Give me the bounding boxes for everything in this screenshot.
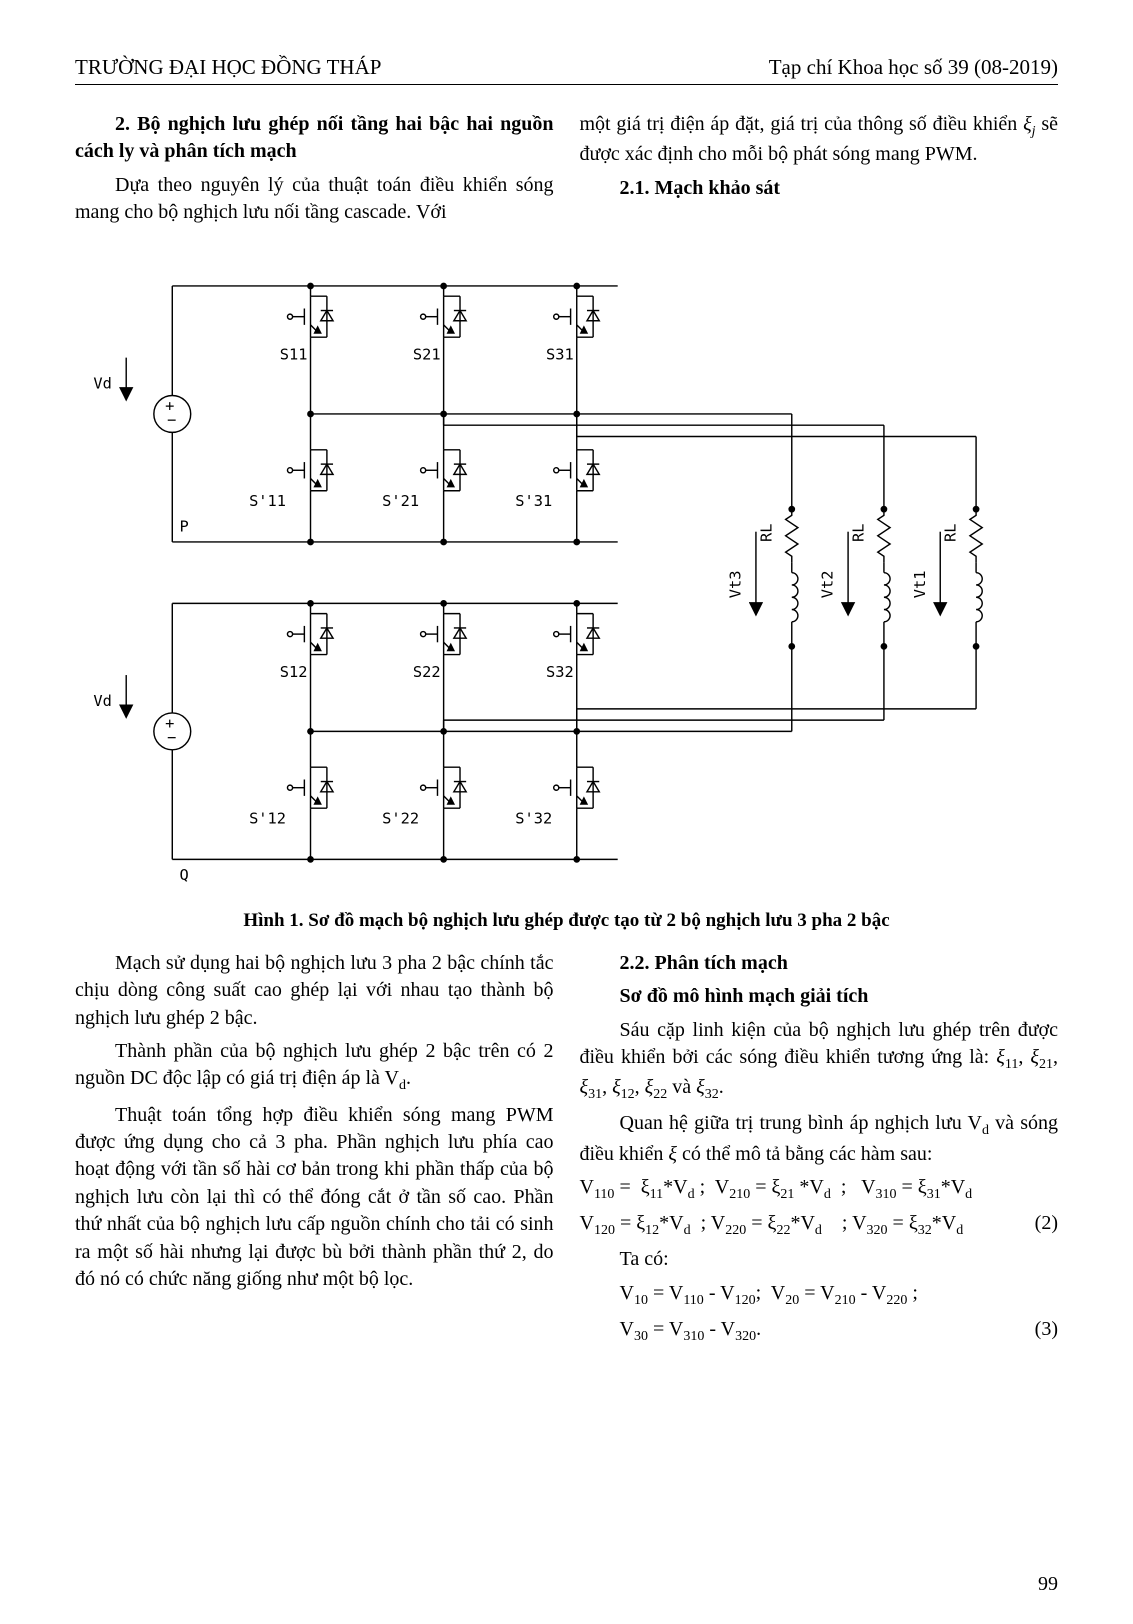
top-right-col: một giá trị điện áp đặt, giá trị của thô… (580, 111, 1059, 233)
symbol-xi: ξ (696, 1076, 705, 1098)
top-columns: 2. Bộ nghịch lưu ghép nối tầng hai bậc h… (75, 111, 1058, 233)
text-sub: 12 (621, 1087, 635, 1102)
symbol-xi: ξ (668, 1143, 677, 1165)
running-head-right: Tạp chí Khoa học số 39 (08-2019) (769, 55, 1058, 80)
svg-text:Q: Q (179, 865, 188, 883)
svg-text:S12: S12 (280, 663, 308, 681)
para-top-right-1: một giá trị điện áp đặt, giá trị của thô… (580, 111, 1059, 169)
running-head-left: TRƯỜNG ĐẠI HỌC ĐỒNG THÁP (75, 55, 381, 80)
text-fragment: . (406, 1067, 411, 1089)
equation-3-line1: V10 = V110 - V120; V20 = V210 - V220 ; (580, 1280, 1059, 1310)
text-sub: 21 (1039, 1057, 1053, 1072)
text-sub: 11 (1005, 1057, 1018, 1072)
subsection-heading: Sơ đồ mô hình mạch giải tích (580, 983, 1059, 1010)
text-sub: 31 (588, 1087, 602, 1102)
circuit-diagram-svg: + − Vd P S11 S'11 (75, 245, 1058, 900)
text-sub: 32 (705, 1087, 719, 1102)
section-heading-2: 2. Bộ nghịch lưu ghép nối tầng hai bậc h… (75, 111, 554, 166)
equation-2-line1: V110 = ξ11*Vd ; V210 = ξ21 *Vd ; V310 = … (580, 1174, 1059, 1204)
para-bl-1: Mạch sử dụng hai bộ nghịch lưu 3 pha 2 b… (75, 950, 554, 1032)
symbol-xi: ξ (612, 1076, 621, 1098)
svg-text:Vt1: Vt1 (911, 570, 929, 598)
header-rule (75, 84, 1058, 85)
equation-number-3: (3) (1035, 1316, 1058, 1343)
equation-number-2: (2) (1035, 1210, 1058, 1237)
page-number: 99 (1038, 1573, 1058, 1596)
svg-text:S21: S21 (413, 345, 441, 363)
svg-text:S11: S11 (280, 345, 308, 363)
para-bl-3: Thuật toán tổng hợp điều khiển sóng mang… (75, 1102, 554, 1294)
svg-text:−: − (167, 411, 176, 429)
svg-text:Vd: Vd (93, 374, 111, 392)
para-taco: Ta có: (580, 1246, 1059, 1273)
symbol-xi: ξ (580, 1076, 589, 1098)
svg-text:S22: S22 (413, 663, 441, 681)
bottom-columns: Mạch sử dụng hai bộ nghịch lưu 3 pha 2 b… (75, 950, 1058, 1352)
symbol-xi: ξ (996, 1046, 1005, 1068)
text-sub: 22 (653, 1087, 667, 1102)
svg-text:Vt2: Vt2 (819, 570, 837, 598)
text-fragment: Sáu cặp linh kiện của bộ nghịch lưu ghép… (580, 1019, 1059, 1068)
text-fragment: . (719, 1076, 724, 1098)
svg-text:S'11: S'11 (249, 492, 286, 510)
text-fragment: Thành phần của bộ nghịch lưu ghép 2 bậc … (75, 1040, 554, 1089)
svg-text:Vt3: Vt3 (727, 570, 745, 598)
figure-1-caption: Hình 1. Sơ đồ mạch bộ nghịch lưu ghép đư… (75, 910, 1058, 932)
para-bl-2: Thành phần của bộ nghịch lưu ghép 2 bậc … (75, 1038, 554, 1096)
svg-text:S'21: S'21 (382, 492, 419, 510)
section-heading-2-2: 2.2. Phân tích mạch (580, 950, 1059, 977)
para-br-2: Quan hệ giữa trị trung bình áp nghịch lư… (580, 1110, 1059, 1168)
svg-text:Vd: Vd (93, 691, 111, 709)
svg-text:RL: RL (942, 523, 960, 541)
symbol-xi: ξ (645, 1076, 654, 1098)
svg-text:−: − (167, 728, 176, 746)
text-fragment: Quan hệ giữa trị trung bình áp nghịch lư… (620, 1112, 982, 1134)
symbol-xi: ξ (1023, 113, 1032, 135)
para-top-left-1: Dựa theo nguyên lý của thuật toán điều k… (75, 172, 554, 227)
svg-text:S'12: S'12 (249, 809, 286, 827)
section-heading-2-1: 2.1. Mạch khảo sát (580, 175, 1059, 202)
svg-text:RL: RL (757, 523, 775, 541)
top-left-col: 2. Bộ nghịch lưu ghép nối tầng hai bậc h… (75, 111, 554, 233)
equation-2-line2: V120 = ξ12*Vd ; V220 = ξ22*Vd ; V320 = ξ… (580, 1210, 1059, 1240)
para-br-1: Sáu cặp linh kiện của bộ nghịch lưu ghép… (580, 1017, 1059, 1105)
svg-text:S32: S32 (546, 663, 574, 681)
text-fragment: một giá trị điện áp đặt, giá trị của thô… (580, 113, 1024, 135)
svg-text:S'22: S'22 (382, 809, 419, 827)
svg-text:S'31: S'31 (515, 492, 552, 510)
svg-text:RL: RL (849, 523, 867, 541)
svg-text:S31: S31 (546, 345, 574, 363)
text-sub: d (399, 1078, 406, 1093)
text-fragment: có thể mô tả bằng các hàm sau: (677, 1143, 932, 1165)
equation-3-line2: V30 = V310 - V320. (3) (580, 1316, 1059, 1346)
svg-text:P: P (179, 517, 188, 535)
svg-text:S'32: S'32 (515, 809, 552, 827)
symbol-xi: ξ (1030, 1046, 1039, 1068)
figure-1: + − Vd P S11 S'11 (75, 245, 1058, 932)
bottom-right-col: 2.2. Phân tích mạch Sơ đồ mô hình mạch g… (580, 950, 1059, 1352)
bottom-left-col: Mạch sử dụng hai bộ nghịch lưu 3 pha 2 b… (75, 950, 554, 1352)
text-sub: d (982, 1123, 989, 1138)
